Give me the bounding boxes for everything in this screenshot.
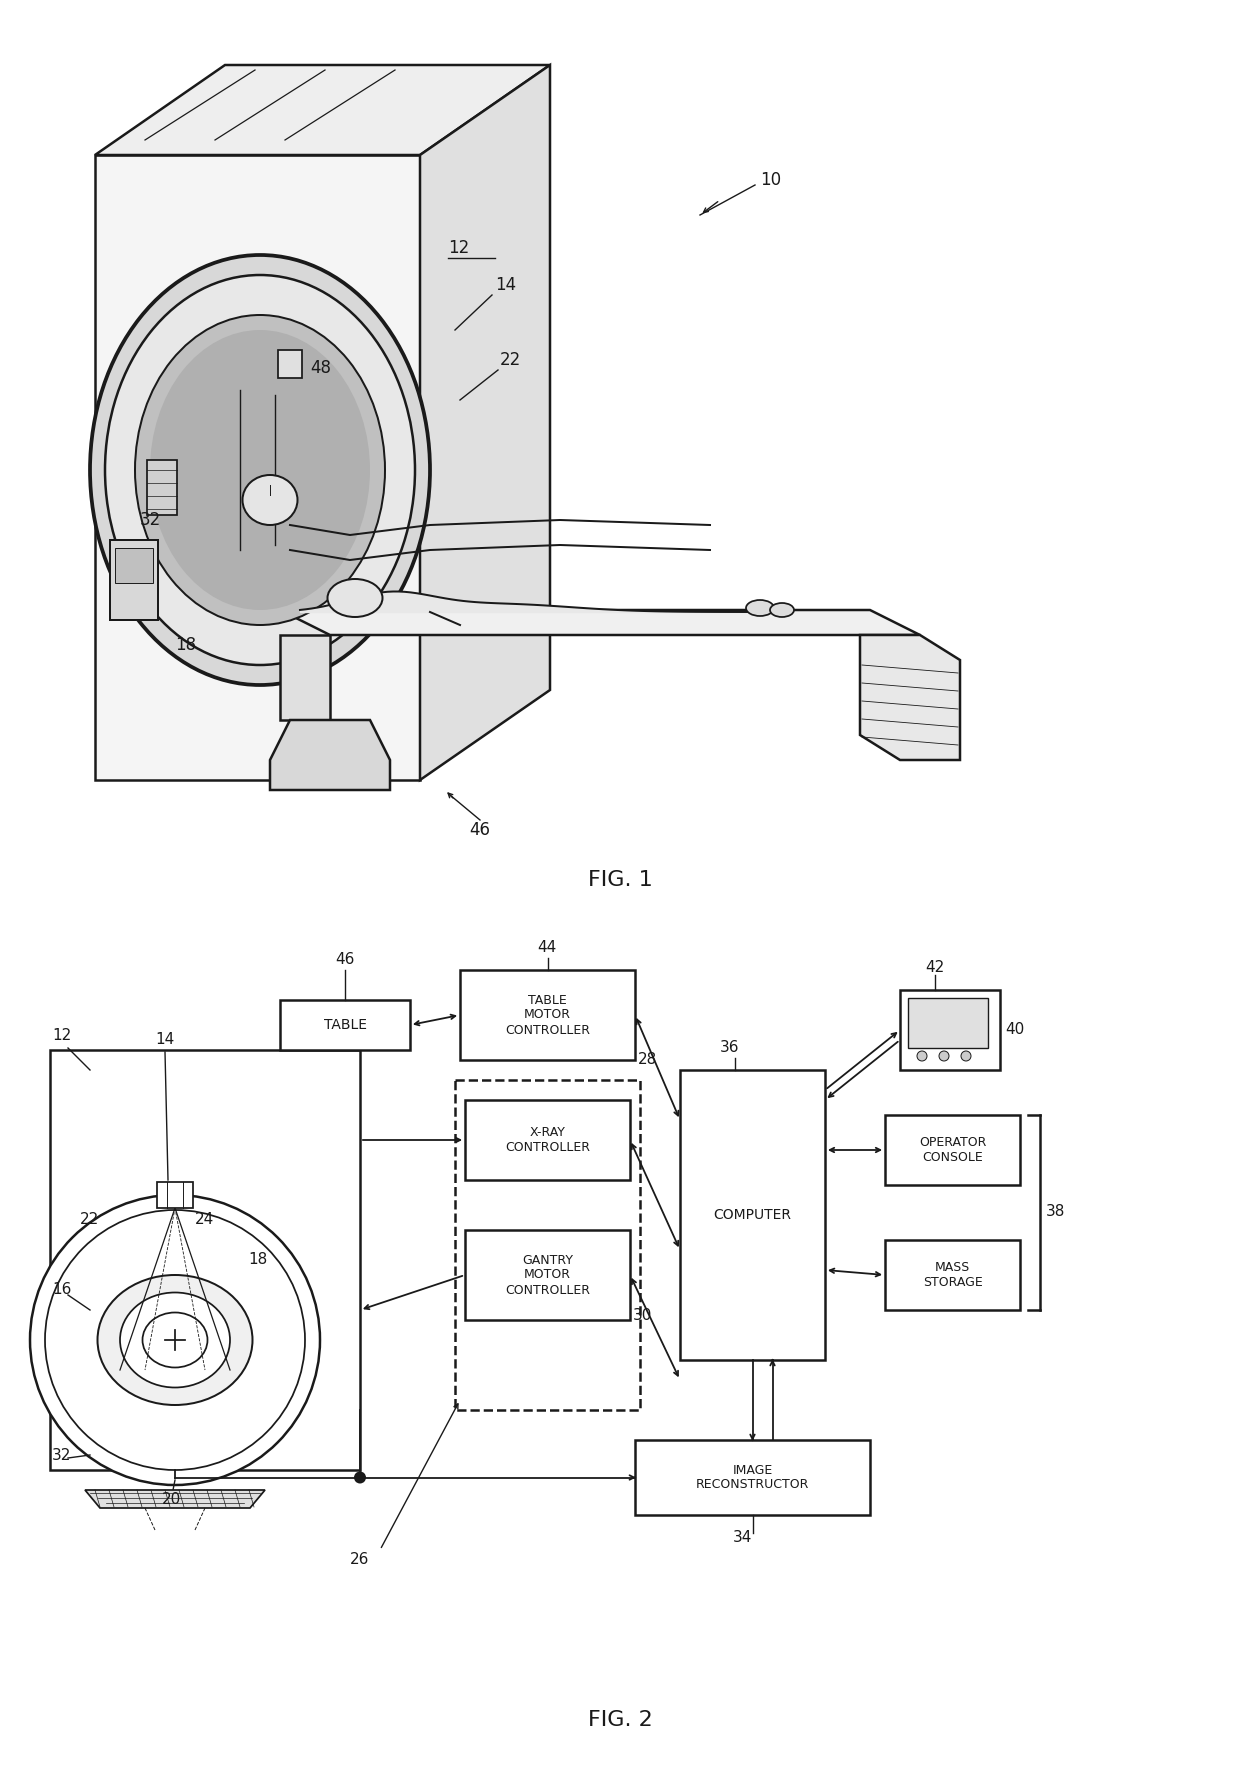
Text: 42: 42 [925,961,944,975]
Text: 22: 22 [500,351,521,369]
Text: 30: 30 [632,1307,652,1323]
Text: 18: 18 [248,1252,268,1268]
Bar [455,1080,640,1410]
Text: 12: 12 [52,1028,71,1043]
Text: 46: 46 [470,821,491,839]
Text: GANTRY
MOTOR
CONTROLLER: GANTRY MOTOR CONTROLLER [505,1254,590,1296]
Text: 24: 24 [195,1213,215,1227]
Polygon shape [280,610,920,635]
Text: 44: 44 [537,940,557,956]
Text: 10: 10 [760,170,781,190]
Ellipse shape [135,316,384,626]
Circle shape [939,1051,949,1060]
Ellipse shape [105,275,415,665]
Ellipse shape [143,1312,207,1367]
Bar [908,998,988,1048]
Polygon shape [280,635,330,720]
Text: 40: 40 [1004,1023,1024,1037]
Polygon shape [95,66,551,154]
Bar [460,970,635,1060]
Bar [885,1115,1021,1184]
Ellipse shape [91,255,430,684]
Bar [110,541,157,621]
Text: TABLE
MOTOR
CONTROLLER: TABLE MOTOR CONTROLLER [505,993,590,1037]
Polygon shape [420,66,551,780]
Text: 14: 14 [155,1032,175,1048]
Text: 36: 36 [720,1041,739,1055]
Bar [680,1069,825,1360]
Circle shape [961,1051,971,1060]
Text: 16: 16 [52,1282,72,1298]
Ellipse shape [98,1275,253,1404]
Bar [50,1050,360,1470]
Text: FIG. 1: FIG. 1 [588,871,652,890]
Ellipse shape [243,475,298,525]
Text: 26: 26 [350,1553,370,1567]
Text: 34: 34 [733,1530,753,1544]
Circle shape [353,1472,366,1484]
Bar [148,459,177,514]
Bar [900,989,999,1069]
Bar [278,349,303,378]
Ellipse shape [327,580,382,617]
Bar [157,1183,193,1207]
Text: 32: 32 [140,511,161,528]
Bar [465,1099,630,1181]
Text: 32: 32 [52,1447,72,1463]
Text: OPERATOR
CONSOLE: OPERATOR CONSOLE [919,1136,986,1165]
Text: 14: 14 [495,277,516,294]
Ellipse shape [150,330,370,610]
Text: FIG. 2: FIG. 2 [588,1709,652,1730]
Text: 20: 20 [162,1493,181,1507]
Text: MASS
STORAGE: MASS STORAGE [923,1261,982,1289]
Text: 12: 12 [448,239,469,257]
Text: 18: 18 [175,637,196,654]
Ellipse shape [746,599,774,615]
Bar [885,1239,1021,1310]
Text: TABLE: TABLE [324,1018,367,1032]
Ellipse shape [30,1195,320,1486]
Text: 38: 38 [1047,1204,1065,1220]
Polygon shape [95,154,420,780]
Polygon shape [270,720,391,791]
Text: 28: 28 [639,1053,657,1067]
Polygon shape [861,635,960,761]
Bar [280,1000,410,1050]
Bar [635,1440,870,1514]
Text: 48: 48 [310,358,331,378]
Bar [465,1230,630,1321]
Bar [115,548,153,583]
Text: IMAGE
RECONSTRUCTOR: IMAGE RECONSTRUCTOR [696,1463,810,1491]
Text: 22: 22 [81,1213,99,1227]
Text: X-RAY
CONTROLLER: X-RAY CONTROLLER [505,1126,590,1154]
Ellipse shape [120,1293,229,1388]
Ellipse shape [770,603,794,617]
Circle shape [918,1051,928,1060]
Ellipse shape [45,1209,305,1470]
Text: COMPUTER: COMPUTER [713,1207,791,1222]
Polygon shape [86,1489,265,1509]
Text: 46: 46 [335,952,355,968]
